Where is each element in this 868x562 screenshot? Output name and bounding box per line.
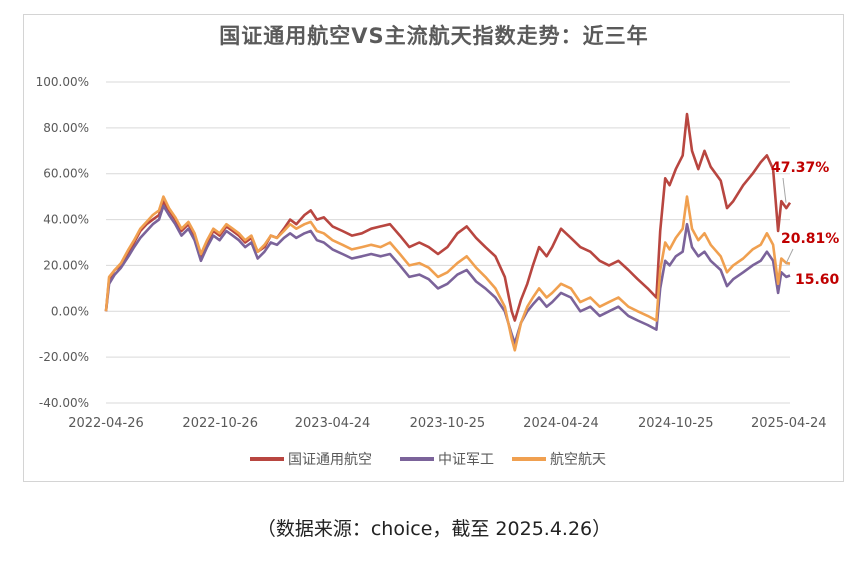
x-tick-label: 2023-04-24 xyxy=(295,416,371,431)
x-tick-label: 2025-04-24 xyxy=(751,416,827,431)
end-value-label: 47.37% xyxy=(771,160,829,176)
legend-label: 国证通用航空 xyxy=(288,452,372,468)
leader-line xyxy=(785,248,794,264)
legend-label: 中证军工 xyxy=(438,452,494,468)
leader-line xyxy=(782,177,787,203)
legend-label: 航空航天 xyxy=(550,452,606,468)
chart-frame xyxy=(23,14,844,482)
y-tick-label: 40.00% xyxy=(43,213,89,227)
x-tick-label: 2024-10-25 xyxy=(638,416,714,431)
y-tick-label: 60.00% xyxy=(43,167,89,181)
end-value-label: 20.81% xyxy=(781,231,839,247)
source-note: （数据来源：choice，截至 2025.4.26） xyxy=(256,518,612,540)
y-tick-label: 20.00% xyxy=(43,258,89,272)
chart-title: 国证通用航空VS主流航天指数走势：近三年 xyxy=(219,24,649,48)
y-tick-label: 80.00% xyxy=(43,121,89,135)
x-tick-label: 2024-04-24 xyxy=(523,416,599,431)
series-line-3 xyxy=(104,195,791,352)
y-tick-label: 100.00% xyxy=(36,75,89,89)
y-tick-label: -40.00% xyxy=(39,396,89,410)
series-line-1 xyxy=(104,112,792,322)
end-value-label: 15.60 xyxy=(795,272,840,288)
x-tick-label: 2022-10-26 xyxy=(182,416,258,431)
x-tick-label: 2022-04-26 xyxy=(68,416,144,431)
x-tick-label: 2023-10-25 xyxy=(410,416,486,431)
y-tick-label: 0.00% xyxy=(51,304,89,318)
y-tick-label: -20.00% xyxy=(39,350,89,364)
series-line-2 xyxy=(104,204,791,345)
